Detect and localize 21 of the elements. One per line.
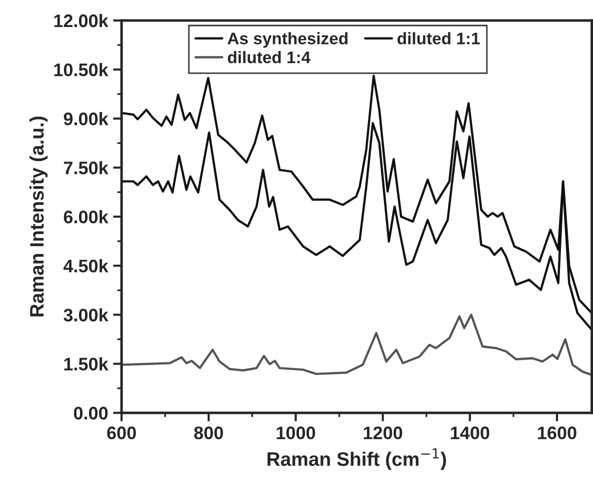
line-series: [122, 314, 592, 376]
y-axis-title: Raman Intensity (a.u.): [29, 116, 48, 316]
y-tick-label: 6.00k: [64, 210, 108, 224]
y-tick-label: 4.50k: [63, 259, 108, 272]
x-tick-label: 1200: [364, 426, 402, 440]
x-tick-label: 1000: [276, 426, 316, 440]
legend-label: diluted 1:1: [398, 32, 480, 44]
y-tick-label: 12.00k: [54, 14, 108, 28]
x-tick-label: 600: [107, 426, 136, 440]
legend-label: diluted 1:4: [228, 51, 310, 64]
x-axis-title: Raman Shift (cm$^{−1}$): [268, 448, 446, 470]
y-tick-label: 0.00: [74, 406, 108, 420]
legend-label: As synthesized: [228, 32, 348, 48]
x-tick-label: 800: [194, 426, 223, 440]
y-tick-label: 10.50k: [54, 63, 108, 76]
x-tick-label: 1400: [450, 426, 490, 440]
x-tick-label: 1600: [538, 426, 576, 440]
y-tick-label: 7.50k: [64, 161, 108, 174]
y-tick-label: 9.00k: [64, 112, 108, 126]
y-tick-label: 1.50k: [64, 357, 108, 371]
y-tick-label: 3.00k: [64, 308, 108, 322]
